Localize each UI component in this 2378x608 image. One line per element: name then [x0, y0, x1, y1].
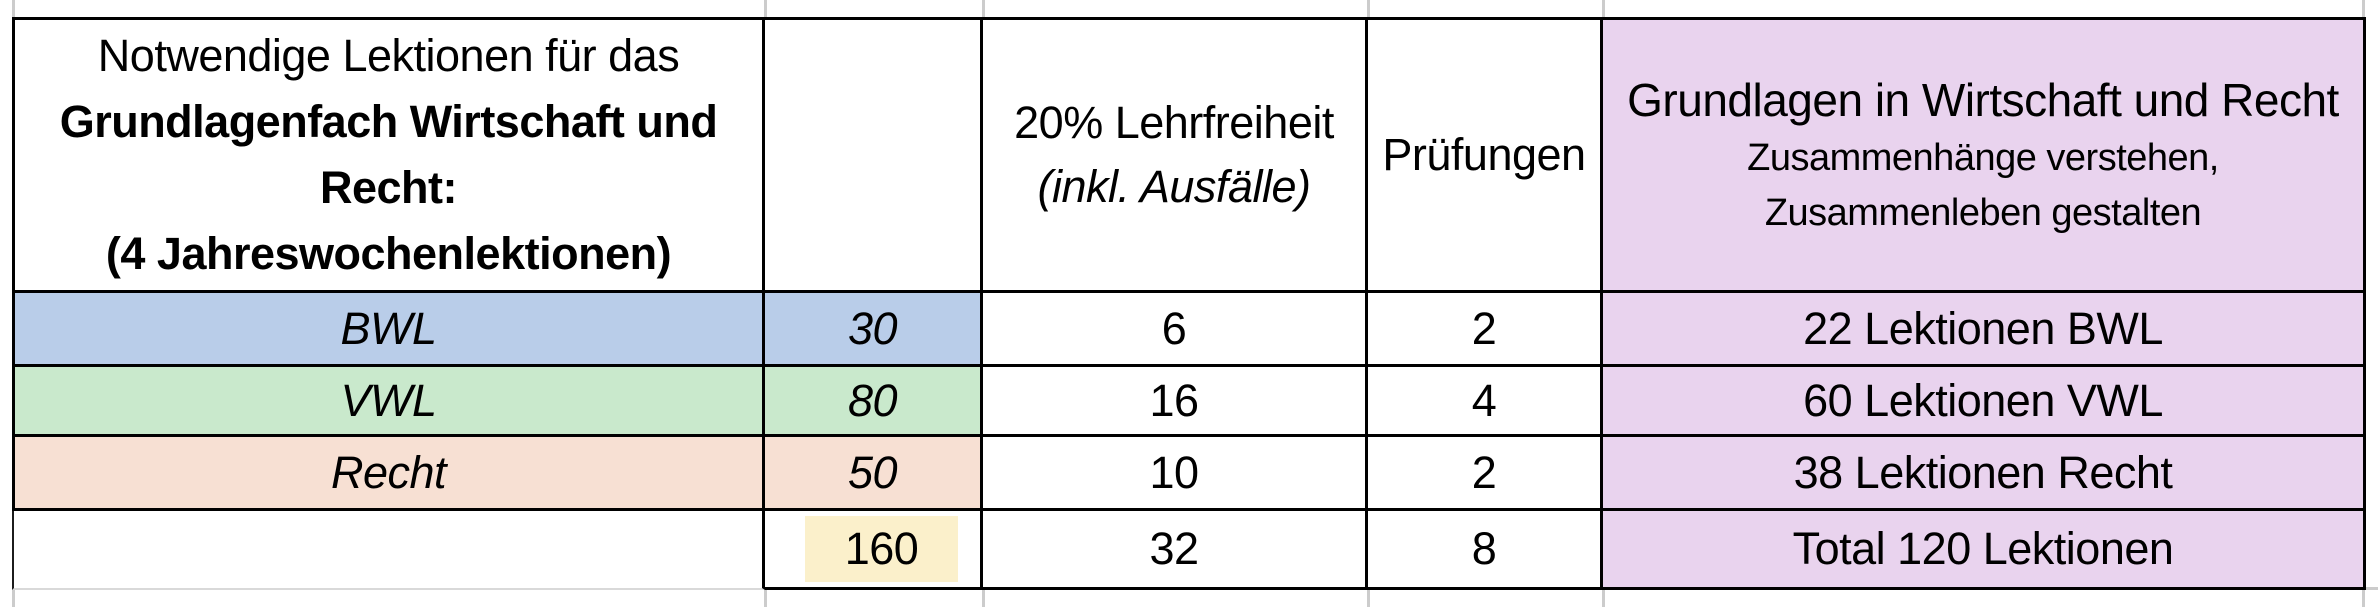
total-lehrfreiheit-cell: 32: [983, 511, 1368, 590]
result-cell-recht: 38 Lektionen Recht: [1603, 437, 2366, 511]
header-cell-necessary-lessons: Notwendige Lektionen für das Grundlagenf…: [12, 17, 765, 293]
lehrfreiheit-cell-bwl: 6: [983, 293, 1368, 367]
result-cell-vwl: 60 Lektionen VWL: [1603, 367, 2366, 437]
header-line: Recht:: [319, 162, 458, 213]
header-line: Zusammenhänge verstehen,: [1747, 137, 2219, 179]
header-line: (4 Jahreswochenlektionen): [105, 228, 672, 279]
header-cell-empty: [765, 17, 983, 293]
lektionen-cell-vwl: 80: [765, 367, 983, 437]
gridline-stub: [764, 590, 767, 607]
subject-cell-bwl: BWL: [12, 293, 765, 367]
lessons-table: Notwendige Lektionen für das Grundlagenf…: [12, 17, 2366, 590]
gridline-stub: [12, 0, 15, 17]
header-line: 20% Lehrfreiheit: [1014, 97, 1334, 148]
pruefungen-cell-recht: 2: [1368, 437, 1603, 511]
lektionen-cell-bwl: 30: [765, 293, 983, 367]
total-pruefungen-cell: 8: [1368, 511, 1603, 590]
lehrfreiheit-cell-recht: 10: [983, 437, 1368, 511]
gridline-stub: [12, 590, 15, 607]
lehrfreiheit-cell-vwl: 16: [983, 367, 1368, 437]
gridline-stub: [2362, 590, 2365, 607]
gridline-stub: [2366, 587, 2378, 590]
empty-bottom-left-cell: [12, 511, 765, 590]
result-cell-bwl: 22 Lektionen BWL: [1603, 293, 2366, 367]
total-result-cell: Total 120 Lektionen: [1603, 511, 2366, 590]
header-cell-grundlagen: Grundlagen in Wirtschaft und Recht Zusam…: [1603, 17, 2366, 293]
pruefungen-cell-bwl: 2: [1368, 293, 1603, 367]
lektionen-cell-recht: 50: [765, 437, 983, 511]
total-lektionen-cell: 160: [765, 511, 983, 590]
subject-cell-recht: Recht: [12, 437, 765, 511]
gridline-stub: [982, 0, 985, 17]
gridline-stub: [2362, 0, 2365, 17]
pruefungen-cell-vwl: 4: [1368, 367, 1603, 437]
subject-cell-vwl: VWL: [12, 367, 765, 437]
header-cell-lehrfreiheit: 20% Lehrfreiheit (inkl. Ausfälle): [983, 17, 1368, 293]
header-line: Grundlagen in Wirtschaft und Recht: [1627, 74, 2339, 126]
gridline-stub: [982, 590, 985, 607]
header-line: Zusammenleben gestalten: [1764, 192, 2202, 234]
gridline-stub: [1367, 0, 1370, 17]
gridline-stub: [764, 0, 767, 17]
header-line: Grundlagenfach Wirtschaft und: [59, 96, 718, 147]
gridline-stub: [1367, 590, 1370, 607]
gridline-stub: [1602, 590, 1605, 607]
header-line: (inkl. Ausfälle): [1037, 161, 1311, 212]
gridline-stub: [1602, 0, 1605, 17]
header-line: Notwendige Lektionen für das: [97, 30, 680, 81]
total-highlight-box: 160: [805, 516, 958, 582]
header-cell-pruefungen: Prüfungen: [1368, 17, 1603, 293]
